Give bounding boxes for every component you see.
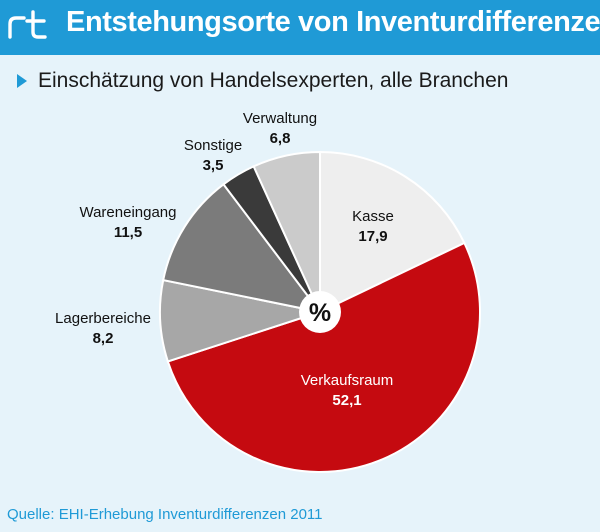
slice-name-label: Verkaufsraum xyxy=(301,372,394,389)
slice-value-label: 8,2 xyxy=(93,330,114,347)
slice-name-label: Lagerbereiche xyxy=(55,310,151,327)
slice-value-label: 52,1 xyxy=(332,392,361,409)
slice-name-label: Verwaltung xyxy=(243,110,317,127)
slice-value-label: 17,9 xyxy=(358,228,387,245)
slice-name-label: Wareneingang xyxy=(79,204,176,221)
slice-name-label: Sonstige xyxy=(184,137,242,154)
slice-value-label: 11,5 xyxy=(114,224,142,241)
slice-value-label: 3,5 xyxy=(203,157,224,174)
pie-slice-kasse xyxy=(319,150,466,314)
subtitle-row: Einschätzung von Handelsexperten, alle B… xyxy=(17,66,508,96)
page-title: Entstehungsorte von Inventurdifferenzen xyxy=(66,6,600,38)
pie-slice-verkaufsraum xyxy=(166,241,481,474)
header-bar: Entstehungsorte von Inventurdifferenzen xyxy=(0,0,600,55)
pie-slice-wareneingang xyxy=(162,182,323,314)
center-label: % xyxy=(309,299,331,327)
bullet-triangle-icon xyxy=(17,74,27,88)
pie-slice-verwaltung xyxy=(252,150,321,313)
slice-name-label: Kasse xyxy=(352,208,394,225)
center-circle xyxy=(299,291,341,333)
chart-subtitle: Einschätzung von Handelsexperten, alle B… xyxy=(38,69,509,92)
slice-value-label: 6,8 xyxy=(270,130,291,147)
rt-logo-icon xyxy=(8,10,47,39)
source-note: Quelle: EHI-Erhebung Inventurdifferenzen… xyxy=(7,506,323,523)
